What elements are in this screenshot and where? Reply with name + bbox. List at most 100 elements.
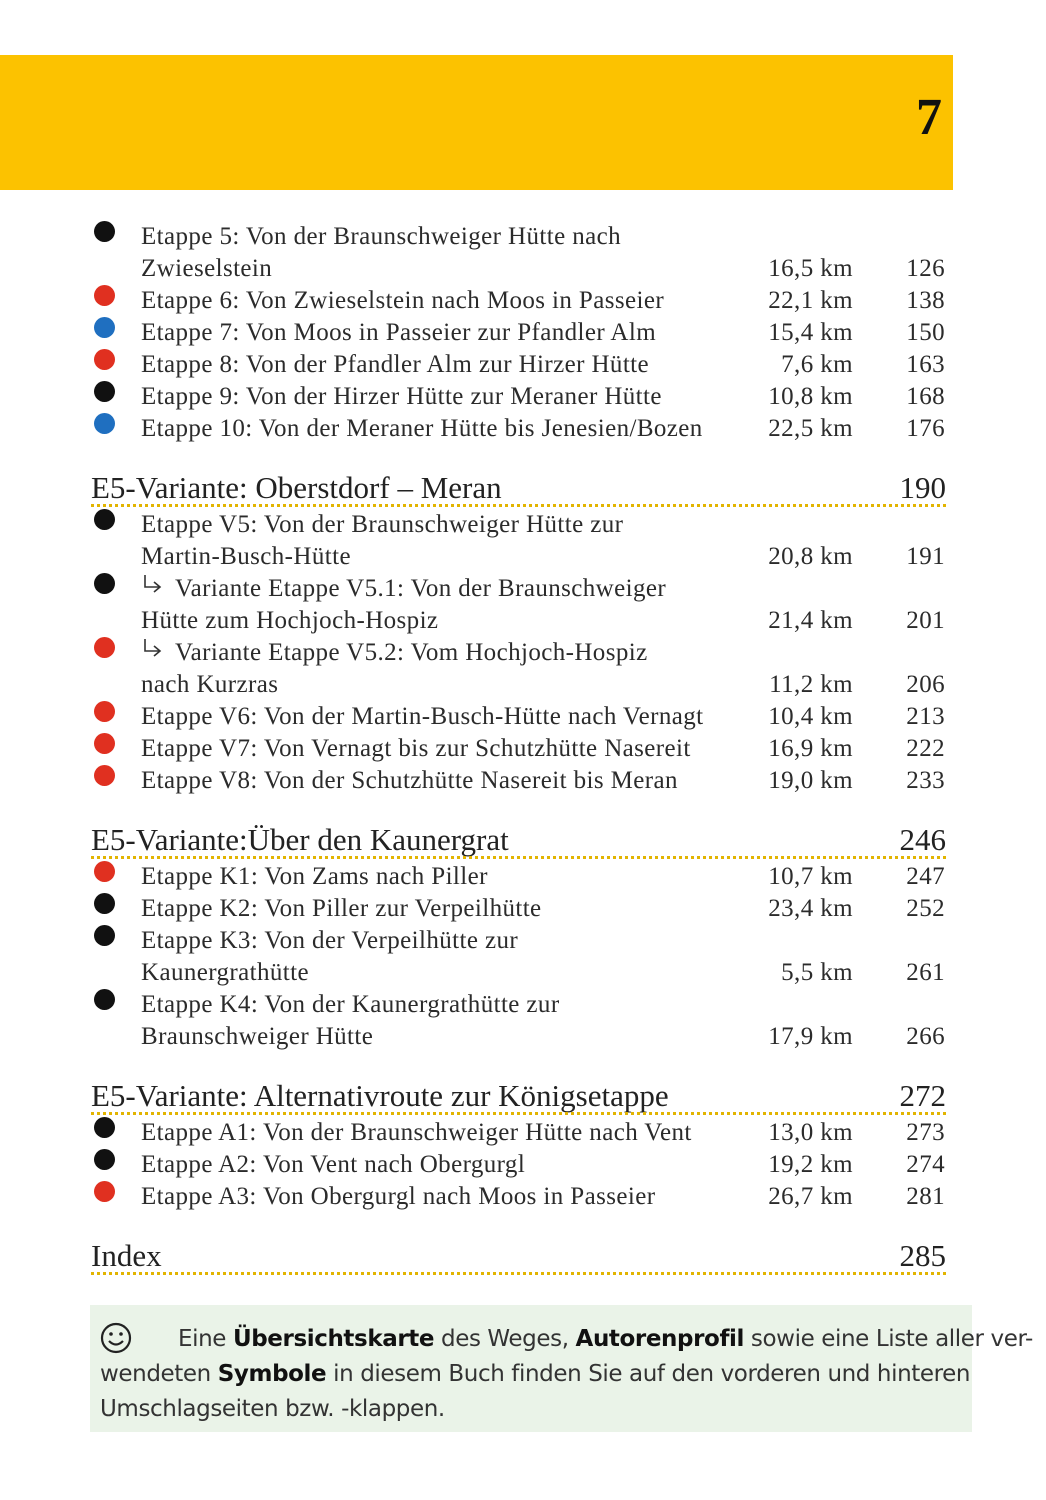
entry-text: Variante Etappe V5.2: Vom Hochjoch-Hospi… (175, 639, 648, 666)
bullet (94, 381, 115, 402)
note-bold: Übersichtskarte (232, 1326, 435, 1352)
note-bold: Symbole (217, 1361, 327, 1387)
entry-distance: 5,5 km (781, 959, 853, 986)
entry-page: 191 (906, 543, 945, 570)
dotted-rule (91, 504, 946, 507)
entry-text: Etappe 6: Von Zwieselstein nach Moos in … (141, 287, 665, 314)
entry-distance: 23,4 km (768, 895, 853, 922)
note-text: des Weges, (434, 1326, 576, 1352)
section-title: Index (91, 1238, 162, 1273)
entry-text: Etappe K4: Von der Kaunergrathütte zur (141, 991, 560, 1018)
entry-distance: 22,5 km (768, 415, 853, 442)
bullet (94, 733, 115, 754)
section-title: E5-Variante:Über den Kaunergrat (91, 822, 509, 857)
note-text: sowie eine Liste aller ver- (744, 1326, 1033, 1352)
section-page: 272 (899, 1078, 947, 1113)
entry-text: Etappe K1: Von Zams nach Piller (141, 863, 488, 890)
entry-page: 281 (906, 1183, 945, 1210)
entry-text: Etappe V6: Von der Martin-Busch-Hütte na… (141, 703, 704, 730)
entry-distance: 22,1 km (768, 287, 853, 314)
entry-text: Etappe 7: Von Moos in Passeier zur Pfand… (141, 319, 657, 346)
entry-page: 150 (906, 319, 945, 346)
entry-text: Etappe 9: Von der Hirzer Hütte zur Meran… (141, 383, 662, 410)
section-title: E5-Variante: Alternativroute zur Königse… (91, 1078, 669, 1113)
section-page: 190 (899, 470, 947, 505)
entry-distance: 10,4 km (768, 703, 853, 730)
note-text: wendeten (100, 1361, 218, 1387)
bullet (94, 701, 115, 722)
note-box: Eine Übersichtskarte des Weges, Autorenp… (90, 1305, 1033, 1432)
bullet (94, 317, 115, 338)
entry-text: Etappe 10: Von der Meraner Hütte bis Jen… (141, 415, 703, 442)
bullet (94, 1181, 115, 1202)
entry-distance: 17,9 km (768, 1023, 853, 1050)
entry-page: 261 (906, 959, 945, 986)
entry-distance: 19,2 km (768, 1151, 853, 1178)
entry-page: 233 (906, 767, 945, 794)
dotted-rule (91, 856, 946, 859)
entry-text: Etappe V8: Von der Schutzhütte Nasereit … (141, 767, 678, 794)
entry-text: Martin-Busch-Hütte (141, 543, 351, 570)
note-text: in diesem Buch finden Sie auf den vorder… (326, 1361, 971, 1387)
entry-text: Etappe A2: Von Vent nach Obergurgl (141, 1151, 526, 1178)
entry-text: Braunschweiger Hütte (141, 1023, 374, 1050)
variant-icon (144, 639, 162, 657)
bullet (94, 573, 115, 594)
bullet (94, 285, 115, 306)
entry-text: nach Kurzras (141, 671, 279, 698)
bullet (94, 349, 115, 370)
note-bold: Autorenprofil (575, 1326, 745, 1352)
entry-page: 206 (906, 671, 945, 698)
entry-page: 266 (906, 1023, 945, 1050)
dotted-rule (91, 1112, 946, 1115)
entry-page: 201 (906, 607, 945, 634)
entry-text: Kaunergrathütte (141, 959, 309, 986)
entry-page: 176 (906, 415, 945, 442)
entry-page: 163 (906, 351, 945, 378)
bullet (94, 1117, 115, 1138)
section-page: 285 (899, 1238, 947, 1273)
note-line: Eine Übersichtskarte des Weges, Autorenp… (178, 1322, 1033, 1357)
section-page: 246 (899, 822, 947, 857)
section-title: E5-Variante: Oberstdorf – Meran (91, 470, 502, 505)
bullet (94, 221, 115, 242)
entry-text: Etappe A1: Von der Braunschweiger Hütte … (141, 1119, 692, 1146)
note-line: wendeten Symbole in diesem Buch finden S… (100, 1357, 971, 1392)
bullet (94, 637, 115, 658)
entry-text: Zwieselstein (141, 255, 273, 282)
note-text: Eine (178, 1326, 233, 1352)
note-line: Umschlagseiten bzw. -klappen. (100, 1392, 445, 1427)
page-number: 7 (916, 89, 942, 146)
bullet (94, 925, 115, 946)
entry-text: Etappe V5: Von der Braunschweiger Hütte … (141, 511, 624, 538)
entry-text: Etappe 5: Von der Braunschweiger Hütte n… (141, 223, 622, 250)
entry-text: Etappe K3: Von der Verpeilhütte zur (141, 927, 519, 954)
entry-distance: 15,4 km (768, 319, 853, 346)
entry-distance: 20,8 km (768, 543, 853, 570)
entry-text: Hütte zum Hochjoch-Hospiz (141, 607, 439, 634)
entry-distance: 7,6 km (781, 351, 853, 378)
entry-text: Etappe K2: Von Piller zur Verpeilhütte (141, 895, 542, 922)
entry-page: 247 (906, 863, 945, 890)
bullet (94, 1149, 115, 1170)
entry-page: 274 (906, 1151, 945, 1178)
entry-page: 168 (906, 383, 945, 410)
entry-text: Variante Etappe V5.1: Von der Braunschwe… (175, 575, 667, 602)
bullet (94, 989, 115, 1010)
entry-page: 252 (906, 895, 945, 922)
entry-distance: 10,8 km (768, 383, 853, 410)
entry-distance: 10,7 km (768, 863, 853, 890)
entry-text: Etappe V7: Von Vernagt bis zur Schutzhüt… (141, 735, 691, 762)
dotted-rule (91, 1272, 946, 1275)
entry-page: 138 (906, 287, 945, 314)
entry-page: 222 (906, 735, 945, 762)
variant-icon (144, 575, 162, 593)
entry-text: Etappe 8: Von der Pfandler Alm zur Hirze… (141, 351, 650, 378)
entry-distance: 26,7 km (768, 1183, 853, 1210)
bullet (94, 893, 115, 914)
entry-distance: 16,5 km (768, 255, 853, 282)
entry-distance: 19,0 km (768, 767, 853, 794)
bullet (94, 413, 115, 434)
bullet (94, 765, 115, 786)
